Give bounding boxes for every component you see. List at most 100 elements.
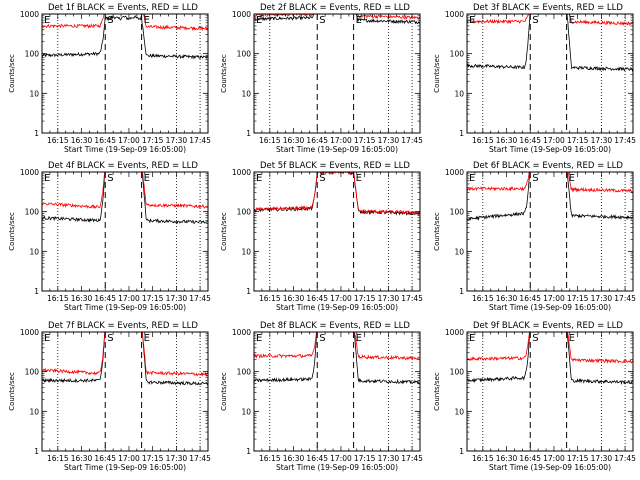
plot-frame	[41, 331, 209, 452]
y-tick-label: 100	[450, 208, 465, 217]
x-axis-label: Start Time (19-Sep-09 16:05:00)	[489, 145, 611, 154]
event-marker: S	[532, 173, 538, 184]
x-tick-label: 17:30	[591, 454, 613, 463]
event-marker: S	[319, 173, 325, 184]
plot-frame	[253, 13, 421, 134]
x-tick-label: 17:30	[166, 294, 188, 303]
x-tick-label: 16:45	[519, 454, 541, 463]
x-tick-label: 17:45	[189, 136, 211, 145]
x-tick-label: 17:45	[614, 136, 636, 145]
x-tick-label: 17:45	[401, 136, 423, 145]
series-line-lld	[254, 332, 420, 361]
y-tick-label: 10	[454, 407, 464, 416]
x-tick-label: 16:15	[259, 136, 281, 145]
x-tick-label: 17:15	[354, 454, 376, 463]
y-tick-label: 1	[246, 447, 251, 456]
panel-det-9: Det 9f BLACK = Events, RED = LLD E S E 1 10 10…	[433, 321, 636, 472]
y-tick-label: 10	[454, 89, 464, 98]
y-tick-label: 100	[237, 368, 252, 377]
y-tick-label: 1000	[20, 328, 39, 337]
event-marker: E	[569, 333, 575, 344]
event-marker: E	[144, 173, 150, 184]
event-marker: E	[356, 333, 362, 344]
x-tick-label: 16:15	[472, 136, 494, 145]
plot-frame	[41, 13, 209, 134]
y-tick-label: 1	[34, 129, 39, 138]
series-line-events	[42, 172, 208, 225]
x-tick-label: 16:15	[472, 294, 494, 303]
series-line-lld	[254, 172, 420, 215]
x-tick-label: 16:15	[47, 294, 69, 303]
x-tick-label: 16:30	[283, 454, 305, 463]
x-tick-label: 17:00	[543, 294, 565, 303]
event-marker: E	[469, 333, 475, 344]
event-marker: E	[469, 15, 475, 26]
x-tick-label: 16:45	[94, 136, 116, 145]
x-tick-label: 16:15	[47, 454, 69, 463]
y-tick-label: 1000	[20, 10, 39, 19]
panel-det-7: Det 7f BLACK = Events, RED = LLD E S E 1 10 10…	[8, 321, 211, 472]
plot-frame	[253, 331, 421, 452]
event-marker: E	[256, 173, 262, 184]
x-tick-label: 17:45	[189, 294, 211, 303]
x-tick-label: 17:30	[378, 136, 400, 145]
panel-title: Det 5f BLACK = Events, RED = LLD	[260, 161, 410, 171]
x-tick-label: 17:30	[166, 454, 188, 463]
y-tick-label: 100	[25, 208, 40, 217]
x-tick-label: 16:30	[71, 454, 93, 463]
y-tick-label: 10	[29, 407, 39, 416]
panel-title: Det 8f BLACK = Events, RED = LLD	[260, 321, 410, 331]
plot-frame	[466, 171, 634, 292]
panel-title: Det 9f BLACK = Events, RED = LLD	[473, 321, 623, 331]
x-tick-label: 16:45	[519, 136, 541, 145]
event-marker: S	[532, 15, 538, 26]
panel-title: Det 1f BLACK = Events, RED = LLD	[48, 3, 198, 13]
series-line-events	[254, 172, 420, 216]
event-marker: E	[144, 15, 150, 26]
x-axis-label: Start Time (19-Sep-09 16:05:00)	[276, 145, 398, 154]
plot-frame	[466, 13, 634, 134]
event-marker: E	[44, 15, 50, 26]
y-axis-label: Counts/sec	[8, 372, 16, 411]
x-tick-label: 16:30	[71, 136, 93, 145]
panel-title: Det 6f BLACK = Events, RED = LLD	[473, 161, 623, 171]
x-tick-label: 17:30	[591, 294, 613, 303]
x-tick-label: 17:00	[330, 454, 352, 463]
panel-det-1: Det 1f BLACK = Events, RED = LLD E S E 1 10 10…	[8, 3, 211, 154]
x-tick-label: 17:00	[118, 136, 140, 145]
x-tick-label: 17:15	[142, 294, 164, 303]
y-tick-label: 1000	[445, 328, 464, 337]
x-tick-label: 17:45	[614, 454, 636, 463]
y-axis-label: Counts/sec	[220, 54, 228, 93]
event-marker: E	[44, 333, 50, 344]
x-tick-label: 17:30	[378, 454, 400, 463]
x-tick-label: 17:00	[118, 294, 140, 303]
series-line-events	[42, 15, 208, 60]
series-line-events	[467, 332, 633, 386]
x-tick-label: 17:15	[567, 136, 589, 145]
y-tick-label: 100	[25, 50, 40, 59]
x-tick-label: 17:15	[142, 454, 164, 463]
y-tick-label: 10	[241, 407, 251, 416]
event-marker: E	[356, 15, 362, 26]
x-tick-label: 16:45	[306, 136, 328, 145]
x-tick-label: 16:30	[496, 136, 518, 145]
event-marker: S	[107, 173, 113, 184]
x-tick-label: 16:15	[259, 454, 281, 463]
x-tick-label: 16:30	[283, 294, 305, 303]
series-line-events	[42, 332, 208, 386]
series-line-lld	[467, 332, 633, 364]
panel-title: Det 2f BLACK = Events, RED = LLD	[260, 3, 410, 13]
x-tick-label: 16:45	[306, 294, 328, 303]
y-tick-label: 10	[29, 247, 39, 256]
x-tick-label: 17:15	[567, 454, 589, 463]
event-marker: S	[532, 333, 538, 344]
y-tick-label: 100	[25, 368, 40, 377]
panel-det-3: Det 3f BLACK = Events, RED = LLD E S E 1 10 10…	[433, 3, 636, 154]
y-axis-label: Counts/sec	[8, 212, 16, 251]
y-tick-label: 100	[237, 50, 252, 59]
y-tick-label: 1	[34, 287, 39, 296]
event-marker: E	[356, 173, 362, 184]
x-tick-label: 17:30	[166, 136, 188, 145]
y-axis-label: Counts/sec	[8, 54, 16, 93]
